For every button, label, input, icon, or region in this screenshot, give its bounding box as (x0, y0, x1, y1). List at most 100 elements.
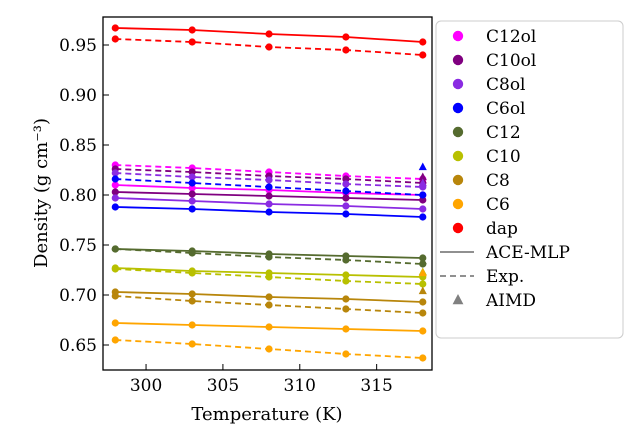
ace-point (419, 213, 427, 221)
ace-point (342, 271, 350, 279)
aimd-point (418, 162, 427, 171)
y-axis-label: Density (g cm⁻³) (31, 118, 52, 268)
series-c6ol (111, 162, 427, 221)
ace-point (111, 288, 119, 296)
legend: C12ol C10ol C8ol C6ol C12 C10 C8 C6 dap ACE-MLP Ex… (435, 20, 624, 339)
legend-label: C8 (486, 171, 510, 191)
ace-point (265, 208, 273, 216)
ace-point (265, 323, 273, 331)
aimd-point (418, 178, 427, 187)
exp-point (342, 175, 350, 183)
x-axis-label: Temperature (K) (191, 404, 342, 425)
exp-point (188, 340, 196, 348)
series-c8 (111, 286, 427, 317)
legend-label: C12 (486, 123, 521, 143)
legend-marker-c12ol (452, 30, 464, 42)
series-c8ol (111, 169, 427, 213)
y-tick-label: 0.65 (59, 336, 97, 356)
exp-point (419, 309, 427, 317)
ace-point (419, 327, 427, 335)
x-tick-label: 305 (207, 376, 239, 396)
y-tick-label: 0.95 (59, 36, 97, 56)
ace-point (419, 38, 427, 46)
y-tick-label: 0.90 (59, 86, 97, 106)
legend-marker-c6 (452, 198, 464, 210)
exp-point (265, 301, 273, 309)
ace-point (265, 269, 273, 277)
legend-marker-c12 (452, 126, 464, 138)
x-tick-label: 300 (130, 376, 162, 396)
ace-point (188, 184, 196, 192)
ace-point (419, 196, 427, 204)
legend-marker-dap (452, 222, 464, 234)
exp-point (419, 354, 427, 362)
ace-point (265, 192, 273, 200)
exp-point (342, 180, 350, 188)
ace-point (265, 250, 273, 258)
aimd-point (418, 268, 427, 277)
exp-point (342, 305, 350, 313)
ace-point (188, 197, 196, 205)
exp-point (111, 169, 119, 177)
ace-point (342, 252, 350, 260)
legend-marker-c10ol (452, 54, 464, 66)
ace-point (111, 181, 119, 189)
ace-point (342, 210, 350, 218)
plot-frame (102, 16, 433, 371)
legend-marker-c10 (452, 150, 464, 162)
exp-point (265, 43, 273, 51)
ace-point (188, 290, 196, 298)
ace-point (419, 298, 427, 306)
exp-point (342, 350, 350, 358)
ace-point (265, 293, 273, 301)
ace-point (111, 194, 119, 202)
y-tick-label: 0.80 (59, 186, 97, 206)
y-tick-label: 0.70 (59, 286, 97, 306)
exp-point (188, 297, 196, 305)
legend-label: AIMD (485, 291, 536, 311)
exp-point (188, 173, 196, 181)
legend-label: C10ol (486, 51, 536, 71)
ace-point (111, 319, 119, 327)
legend-label: dap (486, 219, 518, 239)
ace-point (265, 30, 273, 38)
series-c10 (111, 264, 427, 288)
ace-point (111, 264, 119, 272)
exp-point (111, 336, 119, 344)
exp-point (188, 168, 196, 176)
ace-point (188, 247, 196, 255)
ace-point (111, 188, 119, 196)
ace-point (265, 200, 273, 208)
plot-series (111, 24, 427, 362)
x-axis: 300 305 310 315 (130, 364, 393, 396)
ace-point (188, 190, 196, 198)
exp-point (111, 175, 119, 183)
ace-point (111, 24, 119, 32)
legend-frame (435, 20, 624, 339)
ace-point (342, 295, 350, 303)
ace-point (111, 203, 119, 211)
exp-point (265, 345, 273, 353)
ace-point (188, 267, 196, 275)
legend-label: ACE-MLP (485, 243, 570, 263)
legend-label: C12ol (486, 27, 536, 47)
series-c6 (111, 268, 427, 362)
series-c12 (111, 245, 427, 268)
legend-label: C10 (486, 147, 521, 167)
legend-marker-c8ol (452, 78, 464, 90)
y-axis: 0.65 0.70 0.75 0.80 0.85 0.90 0.95 (59, 36, 109, 356)
ace-point (111, 245, 119, 253)
exp-point (265, 183, 273, 191)
legend-label: Exp. (486, 267, 524, 287)
legend-marker-c6ol (452, 102, 464, 114)
y-tick-label: 0.75 (59, 236, 97, 256)
exp-point (111, 35, 119, 43)
exp-point (419, 280, 427, 288)
exp-point (419, 191, 427, 199)
exp-point (342, 277, 350, 285)
ace-point (342, 325, 350, 333)
x-tick-label: 310 (284, 376, 316, 396)
aimd-point (418, 286, 427, 295)
legend-label: C6ol (486, 99, 526, 119)
